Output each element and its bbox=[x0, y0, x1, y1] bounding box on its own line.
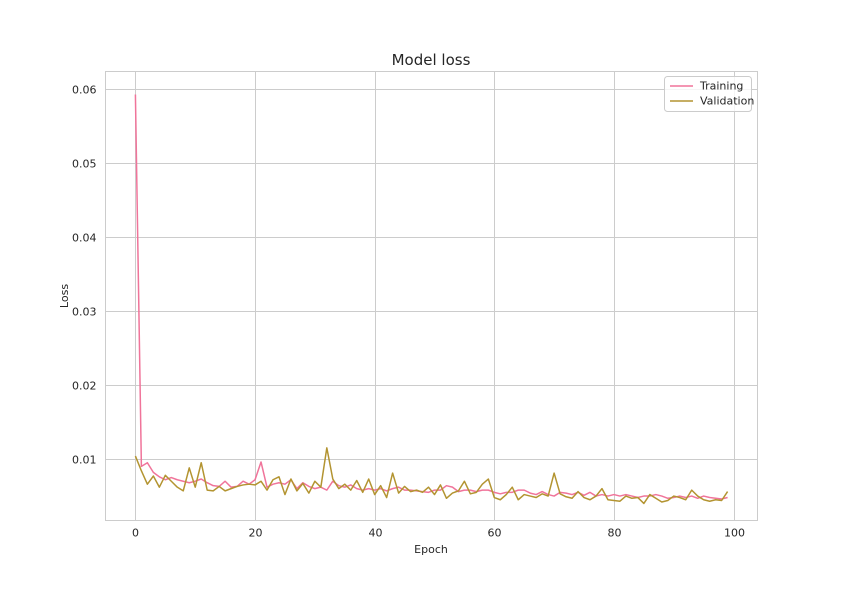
series-line-validation bbox=[134, 447, 729, 505]
y-tick-label: 0.06 bbox=[72, 84, 97, 97]
legend: Training Validation bbox=[664, 76, 754, 112]
tick-labels: 0 20 40 60 80 100 0.01 0.02 0.03 0.04 0.05 0.06 bbox=[72, 84, 745, 540]
legend-label-validation: Validation bbox=[700, 95, 754, 108]
plot-area bbox=[105, 71, 758, 521]
x-axis-label: Epoch bbox=[414, 543, 448, 556]
x-tick-label: 20 bbox=[249, 527, 263, 540]
x-tick-label: 40 bbox=[369, 527, 383, 540]
legend-label-training: Training bbox=[699, 80, 743, 93]
y-tick-label: 0.04 bbox=[72, 232, 97, 245]
y-tick-label: 0.02 bbox=[72, 380, 97, 393]
y-tick-label: 0.01 bbox=[72, 454, 97, 467]
series-lines bbox=[134, 94, 729, 505]
grid bbox=[105, 71, 758, 521]
x-tick-label: 100 bbox=[724, 527, 745, 540]
y-tick-label: 0.05 bbox=[72, 158, 97, 171]
chart-title: Model loss bbox=[392, 51, 471, 69]
x-tick-label: 0 bbox=[132, 527, 139, 540]
y-axis-label: Loss bbox=[58, 284, 71, 308]
x-tick-label: 80 bbox=[608, 527, 622, 540]
y-tick-label: 0.03 bbox=[72, 306, 97, 319]
x-tick-label: 60 bbox=[488, 527, 502, 540]
